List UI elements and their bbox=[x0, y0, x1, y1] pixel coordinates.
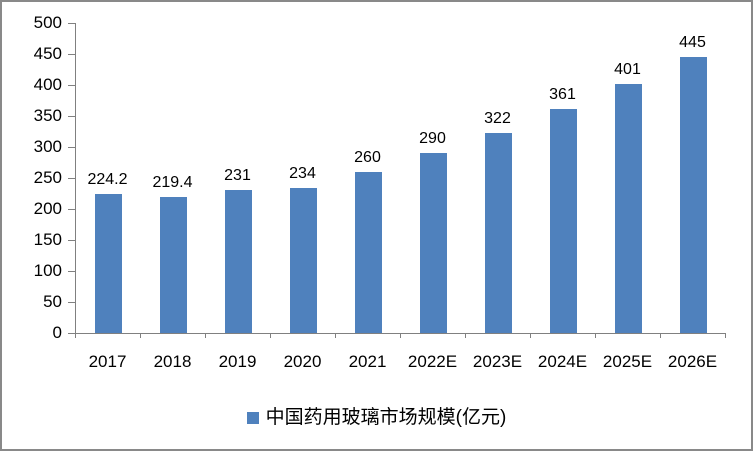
y-axis-tick bbox=[68, 209, 75, 210]
legend: 中国药用玻璃市场规模(亿元) bbox=[0, 406, 753, 430]
data-label-2025E: 401 bbox=[614, 61, 641, 78]
y-axis-tick bbox=[68, 147, 75, 148]
bar-2020 bbox=[290, 188, 317, 333]
bar-2025E bbox=[615, 84, 642, 333]
x-axis-tick bbox=[660, 334, 661, 338]
y-axis-tick-label: 150 bbox=[33, 230, 62, 249]
data-label-2019: 231 bbox=[224, 167, 251, 184]
y-axis-tick bbox=[68, 85, 75, 86]
legend-label: 中国药用玻璃市场规模(亿元) bbox=[265, 407, 507, 428]
y-axis-tick bbox=[68, 240, 75, 241]
y-axis-tick-label: 350 bbox=[33, 106, 62, 125]
y-axis-tick-label: 400 bbox=[33, 75, 62, 94]
x-axis-tick bbox=[530, 334, 531, 338]
y-axis-tick-label: 200 bbox=[33, 199, 62, 218]
y-axis-tick-label: 500 bbox=[33, 13, 62, 32]
x-axis-label-2017: 2017 bbox=[88, 352, 127, 371]
legend-swatch-icon bbox=[246, 412, 259, 424]
x-axis-label-2021: 2021 bbox=[348, 352, 387, 371]
x-axis-label-2023E: 2023E bbox=[472, 352, 523, 371]
bar-2022E bbox=[420, 153, 447, 333]
data-label-2023E: 322 bbox=[484, 110, 511, 127]
bar-2024E bbox=[550, 109, 577, 333]
x-axis-tick bbox=[725, 334, 726, 338]
y-axis-tick bbox=[68, 302, 75, 303]
x-axis-tick bbox=[335, 334, 336, 338]
x-axis-tick bbox=[595, 334, 596, 338]
bar-2021 bbox=[355, 172, 382, 333]
bar-2023E bbox=[485, 133, 512, 333]
bar-2017 bbox=[95, 194, 122, 333]
y-axis-tick bbox=[68, 23, 75, 24]
y-axis-tick bbox=[68, 271, 75, 272]
data-label-2026E: 445 bbox=[679, 34, 706, 51]
x-axis-line bbox=[75, 333, 726, 334]
x-axis-label-2025E: 2025E bbox=[602, 352, 653, 371]
bar-2019 bbox=[225, 190, 252, 333]
data-label-2017: 224.2 bbox=[87, 171, 128, 188]
x-axis-label-2019: 2019 bbox=[218, 352, 257, 371]
y-axis-tick-label: 0 bbox=[52, 323, 62, 342]
y-axis-tick bbox=[68, 178, 75, 179]
bar-2026E bbox=[680, 57, 707, 333]
x-axis-tick bbox=[465, 334, 466, 338]
x-axis-tick bbox=[205, 334, 206, 338]
bar-2018 bbox=[160, 197, 187, 333]
x-axis-tick bbox=[400, 334, 401, 338]
data-label-2021: 260 bbox=[354, 149, 381, 166]
x-axis-tick bbox=[270, 334, 271, 338]
x-axis-label-2024E: 2024E bbox=[537, 352, 588, 371]
x-axis-label-2020: 2020 bbox=[283, 352, 322, 371]
y-axis-tick bbox=[68, 333, 75, 334]
y-axis-tick-label: 100 bbox=[33, 261, 62, 280]
data-label-2018: 219.4 bbox=[152, 174, 193, 191]
y-axis-line bbox=[75, 23, 76, 333]
y-axis-tick-label: 300 bbox=[33, 137, 62, 156]
y-axis-tick bbox=[68, 54, 75, 55]
x-axis-label-2022E: 2022E bbox=[407, 352, 458, 371]
x-axis-tick bbox=[140, 334, 141, 338]
x-axis-tick bbox=[75, 334, 76, 338]
y-axis-tick bbox=[68, 116, 75, 117]
y-axis-tick-label: 50 bbox=[43, 292, 62, 311]
x-axis-label-2018: 2018 bbox=[153, 352, 192, 371]
data-label-2022E: 290 bbox=[419, 130, 446, 147]
y-axis-tick-label: 250 bbox=[33, 168, 62, 187]
x-axis-label-2026E: 2026E bbox=[667, 352, 718, 371]
data-label-2020: 234 bbox=[289, 165, 316, 182]
data-label-2024E: 361 bbox=[549, 86, 576, 103]
y-axis-tick-label: 450 bbox=[33, 44, 62, 63]
